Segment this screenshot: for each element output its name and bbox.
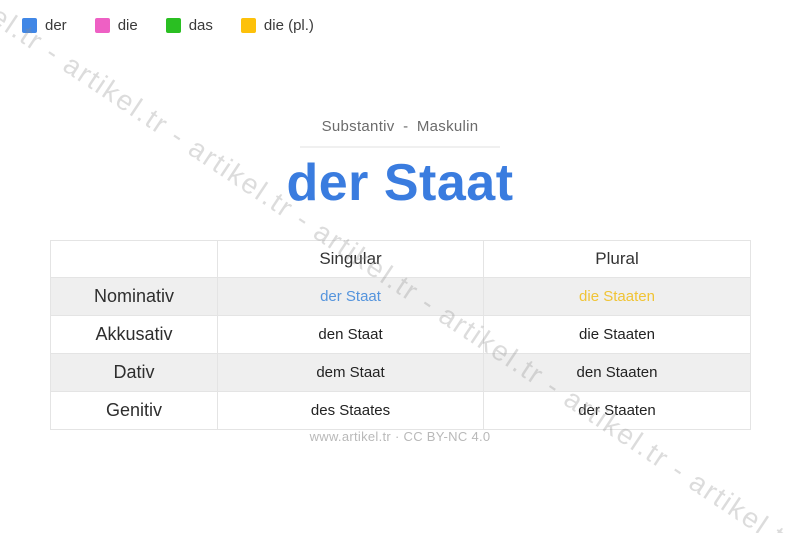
case-label: Genitiv (50, 391, 218, 430)
legend-label-die: die (117, 17, 138, 34)
plural-value: die Staaten (483, 277, 751, 316)
legend-label-das: das (188, 17, 213, 34)
table-header-row: Singular Plural (50, 240, 751, 278)
case-label: Dativ (50, 353, 218, 392)
declension-table: Singular Plural Nominativ der Staat die … (50, 240, 751, 430)
singular-value: der Staat (217, 277, 484, 316)
attribution-footer: www.artikel.tr · CC BY-NC 4.0 (309, 429, 491, 444)
table-row-genitiv: Genitiv des Staates der Staaten (50, 391, 751, 430)
legend-label-die-plural: die (pl.) (263, 17, 314, 34)
table-row-akkusativ: Akkusativ den Staat die Staaten (50, 315, 751, 354)
legend-item-die: die (94, 17, 138, 34)
article-color-legend: der die das die (pl.) (22, 18, 314, 33)
noun-title: der Staat (286, 154, 514, 212)
case-label: Akkusativ (50, 315, 218, 354)
singular-value: den Staat (217, 315, 484, 354)
plural-value: der Staaten (483, 391, 751, 430)
legend-item-der: der (22, 18, 67, 33)
column-header-singular: Singular (217, 240, 484, 278)
word-category-subtitle: Substantiv - Maskulin (321, 118, 479, 135)
singular-value: dem Staat (217, 353, 484, 392)
plural-value: den Staaten (483, 353, 751, 392)
table-row-nominativ: Nominativ der Staat die Staaten (50, 277, 751, 316)
der-color-swatch (22, 18, 37, 33)
column-header-plural: Plural (483, 240, 751, 278)
subtitle-divider (300, 146, 500, 148)
table-row-dativ: Dativ dem Staat den Staaten (50, 353, 751, 392)
das-color-swatch (165, 18, 181, 33)
singular-value: des Staates (217, 391, 484, 430)
die-color-swatch (94, 18, 110, 33)
legend-item-das: das (165, 17, 213, 34)
column-header-case (50, 240, 218, 278)
plural-value: die Staaten (483, 315, 751, 354)
die-plural-color-swatch (240, 18, 256, 33)
case-label: Nominativ (50, 277, 218, 316)
legend-label-der: der (45, 17, 67, 34)
legend-item-die-plural: die (pl.) (240, 17, 314, 34)
